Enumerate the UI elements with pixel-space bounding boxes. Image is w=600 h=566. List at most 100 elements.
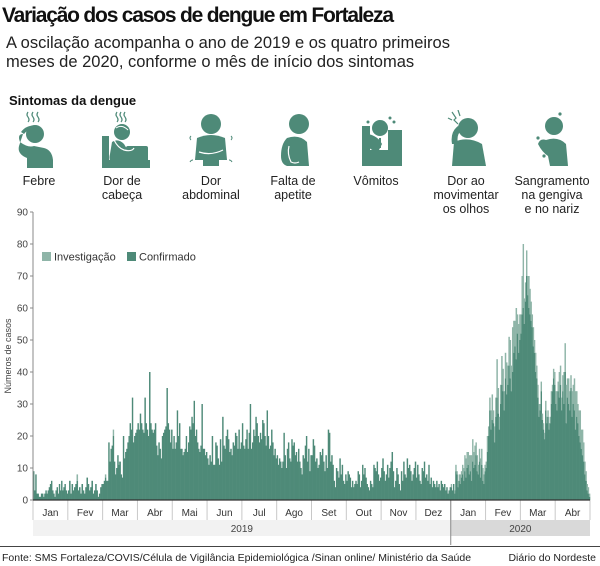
bar-investigation <box>498 416 501 430</box>
bar-investigation <box>539 404 541 411</box>
month-label: Out <box>356 508 372 519</box>
fever-icon <box>18 111 53 168</box>
bar-confirmed <box>38 496 41 500</box>
bar-confirmed <box>242 445 245 500</box>
bar-confirmed <box>538 416 540 500</box>
bar-confirmed <box>287 442 290 500</box>
symptoms-heading: Sintomas da dengue <box>9 93 137 108</box>
bar-confirmed <box>319 452 322 500</box>
bar-confirmed <box>135 432 137 500</box>
y-tick-label: 40 <box>17 368 29 379</box>
bar-investigation <box>467 452 470 465</box>
bar-confirmed <box>395 480 397 500</box>
bar-confirmed <box>40 493 43 500</box>
bar-investigation <box>578 410 580 436</box>
bar-confirmed <box>61 480 63 500</box>
bar-confirmed <box>449 487 452 500</box>
bar-confirmed <box>333 480 336 500</box>
bar-confirmed <box>551 391 554 500</box>
bar-confirmed <box>384 480 387 500</box>
bar-confirmed <box>426 474 428 500</box>
bar-confirmed <box>200 445 202 500</box>
bar-confirmed <box>350 487 353 500</box>
bar-confirmed <box>239 448 242 500</box>
bar-confirmed <box>503 410 506 500</box>
bar-investigation <box>502 368 504 392</box>
bar-investigation <box>475 442 477 456</box>
bar-confirmed <box>428 464 430 500</box>
bar-confirmed <box>151 429 153 500</box>
bar-confirmed <box>162 432 165 500</box>
bar-confirmed <box>304 445 307 500</box>
bar-confirmed <box>581 455 584 500</box>
bar-confirmed <box>364 468 366 500</box>
bar-confirmed <box>565 423 568 500</box>
bar-confirmed <box>574 429 577 500</box>
bar-confirmed <box>298 448 300 500</box>
bar-confirmed <box>278 458 281 500</box>
bar-confirmed <box>508 365 510 500</box>
bar-confirmed <box>457 487 459 500</box>
bar-confirmed <box>72 490 75 500</box>
bar-investigation <box>118 461 120 465</box>
bar-confirmed <box>76 480 79 500</box>
bar-investigation <box>112 429 115 436</box>
bar-confirmed <box>396 468 398 500</box>
bar-confirmed <box>91 480 93 500</box>
symptom-label-line1: Falta de <box>270 174 316 188</box>
bar-confirmed <box>181 448 183 500</box>
bar-confirmed <box>532 346 535 500</box>
bar-confirmed <box>282 461 284 500</box>
bar-confirmed <box>542 429 545 500</box>
bar-investigation <box>551 384 554 392</box>
bar-confirmed <box>54 496 56 500</box>
symptom-appetite-loss: Falta de apetite <box>253 110 333 202</box>
bar-investigation <box>466 452 468 468</box>
bar-confirmed <box>230 448 232 500</box>
bar-confirmed <box>100 487 102 500</box>
month-label: Nov <box>390 508 408 519</box>
bar-confirmed <box>156 445 158 500</box>
bar-investigation <box>563 372 565 404</box>
bar-confirmed <box>539 410 541 500</box>
bar-investigation <box>543 432 546 440</box>
bar-confirmed <box>273 455 275 500</box>
bar-investigation <box>571 391 573 417</box>
bar-confirmed <box>460 477 463 500</box>
bar-investigation <box>555 391 557 404</box>
bar-confirmed <box>325 455 327 500</box>
bar-confirmed <box>299 461 301 500</box>
bar-confirmed <box>86 477 89 500</box>
bar-investigation <box>489 397 491 411</box>
bar-investigation <box>521 276 523 315</box>
bar-confirmed <box>583 461 585 500</box>
bar-confirmed <box>253 429 255 500</box>
bar-confirmed <box>59 490 62 500</box>
bar-confirmed <box>455 471 457 500</box>
bar-investigation <box>473 452 475 468</box>
bar-confirmed <box>81 484 84 500</box>
bar-investigation <box>519 314 521 340</box>
bar-investigation <box>477 464 480 475</box>
bars <box>33 244 591 500</box>
bar-confirmed <box>66 493 69 500</box>
bar-confirmed <box>515 359 518 500</box>
bar-confirmed <box>571 416 573 500</box>
y-tick-label: 10 <box>17 464 29 475</box>
bar-investigation <box>479 458 482 478</box>
bar-confirmed <box>495 416 497 500</box>
bar-confirmed <box>413 468 416 500</box>
bar-confirmed <box>87 484 90 500</box>
bar-confirmed <box>465 477 467 500</box>
bar-confirmed <box>123 458 126 500</box>
subtitle-line-2: meses de 2020, conforme o mês de início … <box>6 53 415 71</box>
bar-confirmed <box>58 484 61 500</box>
bar-investigation <box>581 429 584 456</box>
bar-confirmed <box>490 429 492 500</box>
bar-confirmed <box>317 468 319 500</box>
bar-confirmed <box>231 455 233 500</box>
bar-confirmed <box>485 468 488 500</box>
bar-confirmed <box>442 487 445 500</box>
bar-confirmed <box>119 461 121 500</box>
bar-confirmed <box>71 484 74 500</box>
